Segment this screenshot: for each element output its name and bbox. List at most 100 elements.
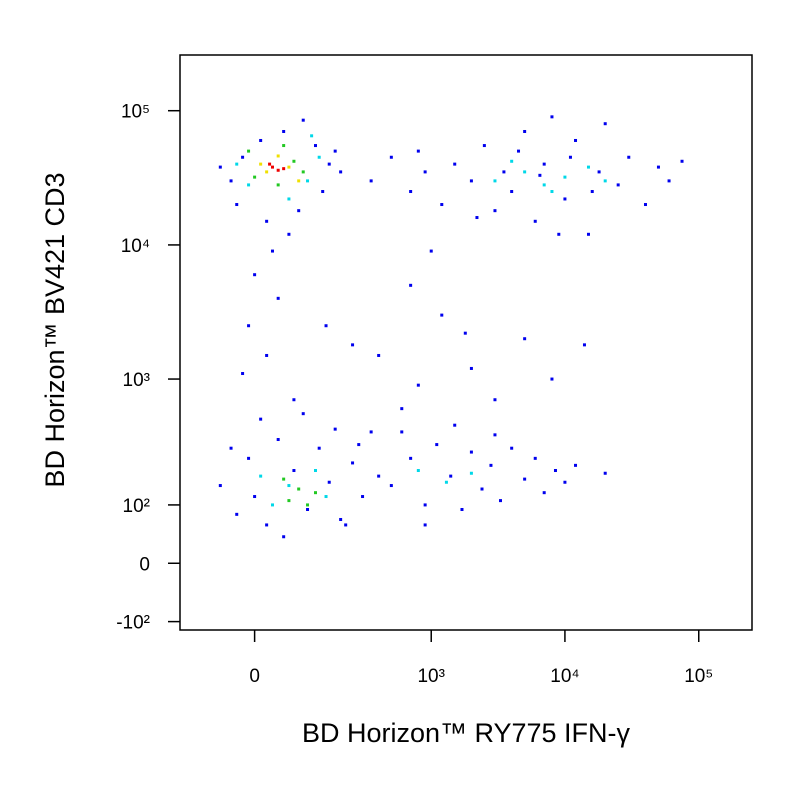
point [643, 203, 647, 207]
point [253, 175, 257, 179]
point [297, 179, 301, 183]
plot-frame [179, 54, 753, 631]
point [523, 337, 527, 341]
point [553, 469, 557, 473]
point [276, 183, 280, 187]
point [287, 165, 291, 169]
point [517, 149, 521, 153]
point [265, 170, 269, 174]
point [616, 183, 620, 187]
x-tick-label: 10³ [417, 666, 444, 687]
point [333, 149, 337, 153]
point [493, 179, 497, 183]
point [550, 115, 554, 119]
point [253, 495, 257, 499]
point [475, 216, 479, 220]
point [493, 209, 497, 213]
point [449, 474, 453, 478]
point [310, 134, 314, 138]
point [453, 423, 457, 427]
point [317, 155, 321, 159]
point [498, 499, 502, 503]
point [542, 491, 546, 495]
point [270, 503, 274, 507]
point [276, 438, 280, 442]
point [489, 463, 493, 467]
point [557, 232, 561, 236]
point [523, 477, 527, 481]
points [218, 115, 684, 539]
point [542, 162, 546, 166]
point [313, 144, 317, 148]
point [453, 162, 457, 166]
point [533, 219, 537, 223]
point [282, 535, 286, 539]
point [306, 507, 310, 511]
point [247, 149, 251, 153]
point [409, 190, 413, 194]
point [440, 203, 444, 207]
point [423, 170, 427, 174]
point [306, 503, 310, 507]
point [241, 155, 245, 159]
point [369, 430, 373, 434]
point [265, 353, 269, 357]
point [568, 155, 572, 159]
point [282, 477, 286, 481]
point [603, 122, 607, 126]
point [327, 480, 331, 484]
point [301, 170, 305, 174]
point [259, 417, 263, 421]
point [523, 170, 527, 174]
point [357, 443, 361, 447]
point [218, 165, 222, 169]
point [229, 446, 233, 450]
point [416, 149, 420, 153]
point [603, 179, 607, 183]
point [276, 168, 280, 172]
point [218, 484, 222, 488]
y-tick-label: 0 [139, 554, 150, 575]
point [339, 170, 343, 174]
point [282, 144, 286, 148]
point [351, 461, 355, 465]
point [409, 283, 413, 287]
point [510, 159, 514, 163]
point [480, 487, 484, 491]
point [287, 499, 291, 503]
point [287, 197, 291, 201]
point [400, 430, 404, 434]
point [292, 469, 296, 473]
point [409, 456, 413, 460]
point [656, 165, 660, 169]
point [324, 495, 328, 499]
point [297, 487, 301, 491]
point [429, 249, 433, 253]
point [276, 296, 280, 300]
point [586, 165, 590, 169]
y-tick-label: 10³ [123, 370, 150, 391]
y-tick-label: -10² [116, 613, 150, 634]
point [369, 179, 373, 183]
y-axis-title: BD Horizon™ BV421 CD3 [40, 172, 70, 487]
x-tick-label: 0 [249, 666, 260, 687]
point [259, 474, 263, 478]
point [265, 523, 269, 527]
point [292, 398, 296, 402]
point [510, 446, 514, 450]
point [282, 167, 286, 171]
x-tick-label: 10⁵ [684, 666, 713, 687]
point [603, 471, 607, 475]
point [597, 170, 601, 174]
point [423, 523, 427, 527]
point [627, 155, 631, 159]
point [469, 450, 473, 454]
point [241, 372, 245, 376]
point [301, 412, 305, 416]
point [416, 383, 420, 387]
point [377, 353, 381, 357]
point [235, 512, 239, 516]
point [327, 162, 331, 166]
point [423, 503, 427, 507]
point [586, 232, 590, 236]
